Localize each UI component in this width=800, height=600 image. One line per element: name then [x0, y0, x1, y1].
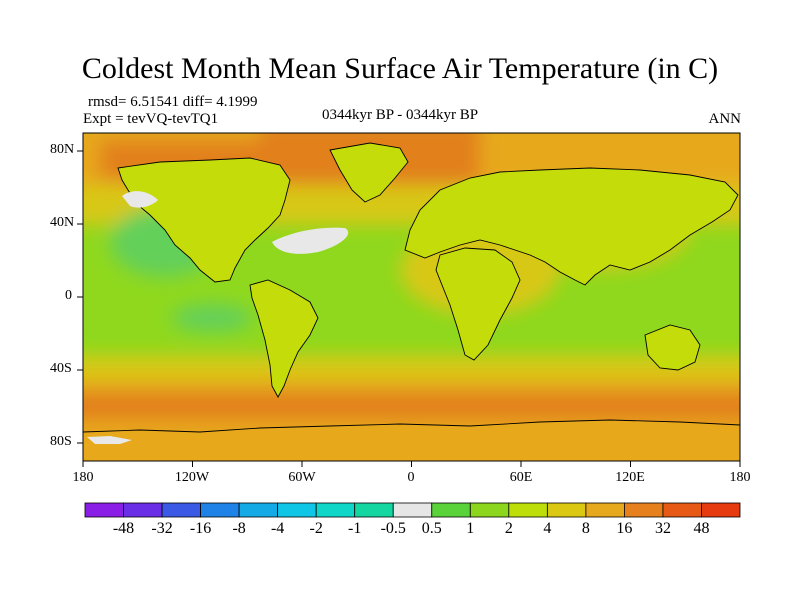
- colorbar-swatch: [662, 502, 702, 518]
- colorbar-swatch: [200, 502, 240, 518]
- land-south-america: [249, 279, 319, 398]
- colorbar-swatch: [624, 502, 664, 518]
- colorbar-swatch: [315, 502, 356, 518]
- land-masses: [83, 142, 740, 461]
- colorbar-label: 4: [543, 520, 552, 537]
- colorbar-label: 16: [616, 520, 633, 537]
- stats-text: rmsd= 6.51541 diff= 4.1999: [88, 94, 258, 110]
- colorbar-swatch: [431, 502, 471, 518]
- colorbar-label: 1: [466, 520, 475, 537]
- colorbar-swatch: [546, 502, 587, 518]
- experiment-text: Expt = tevVQ-tevTQ1: [83, 111, 219, 127]
- land-africa: [435, 247, 521, 361]
- missing-patch-antarctic: [87, 436, 132, 444]
- colorbar-swatch: [701, 502, 741, 518]
- lon-label-0: 0: [407, 470, 415, 485]
- colorbar-swatch: [123, 502, 163, 518]
- colorbar-swatch: [354, 502, 394, 518]
- colorbar-label: 0.5: [421, 520, 442, 537]
- lon-label-120w: 120W: [174, 470, 210, 485]
- colorbar-swatch: [161, 502, 201, 518]
- colorbar-swatch: [508, 502, 548, 518]
- land-north-america: [117, 157, 291, 283]
- lon-label-60w: 60W: [288, 470, 316, 485]
- colorbar-label: -16: [189, 520, 212, 537]
- colorbar-label: -1: [348, 520, 362, 537]
- missing-patch-pacific: [122, 191, 158, 208]
- lon-label-120e: 120E: [615, 470, 645, 485]
- colorbar-label: 48: [693, 520, 710, 537]
- colorbar-swatch: [238, 502, 279, 518]
- lat-label-40s: 40S: [50, 361, 72, 376]
- colorbar-label: -48: [112, 520, 135, 537]
- colorbar-label: -8: [232, 520, 246, 537]
- colorbar-swatch: [469, 502, 510, 518]
- colorbar-label: -2: [309, 520, 323, 537]
- lat-label-80s: 80S: [50, 434, 72, 449]
- season-text: ANN: [708, 111, 742, 127]
- colorbar-swatch: [585, 502, 625, 518]
- colorbar-swatch: [392, 502, 433, 518]
- lat-label-0: 0: [65, 288, 72, 303]
- land-australia: [644, 324, 701, 371]
- lon-label-180w: 180: [72, 470, 94, 485]
- period-text: 0344kyr BP - 0344kyr BP: [322, 107, 479, 123]
- colorbar: [84, 502, 741, 518]
- temperature-field: [83, 133, 740, 461]
- colorbar-swatch: [277, 502, 317, 518]
- land-greenland: [329, 142, 409, 203]
- lon-label-180e: 180: [729, 470, 751, 485]
- chart-title: Coldest Month Mean Surface Air Temperatu…: [81, 52, 719, 85]
- land-antarctica: [83, 419, 740, 461]
- lat-label-40n: 40N: [50, 215, 75, 230]
- lat-label-80n: 80N: [50, 142, 75, 157]
- colorbar-label: 8: [581, 520, 590, 537]
- colorbar-label: -32: [151, 520, 173, 537]
- colorbar-label: 2: [504, 520, 513, 537]
- colorbar-label: 32: [654, 520, 671, 537]
- colorbar-swatch: [84, 502, 124, 518]
- map-tick-marks: [77, 150, 741, 467]
- land-eurasia: [404, 167, 739, 286]
- lon-label-60e: 60E: [509, 470, 533, 485]
- missing-data-areas: [87, 191, 349, 444]
- missing-patch-atlantic: [272, 227, 349, 254]
- colorbar-label: -0.5: [380, 520, 406, 537]
- southern-ocean-core-band: [83, 392, 740, 420]
- colorbar-label: -4: [270, 520, 285, 537]
- tropical-pacific-cool-area: [172, 304, 252, 332]
